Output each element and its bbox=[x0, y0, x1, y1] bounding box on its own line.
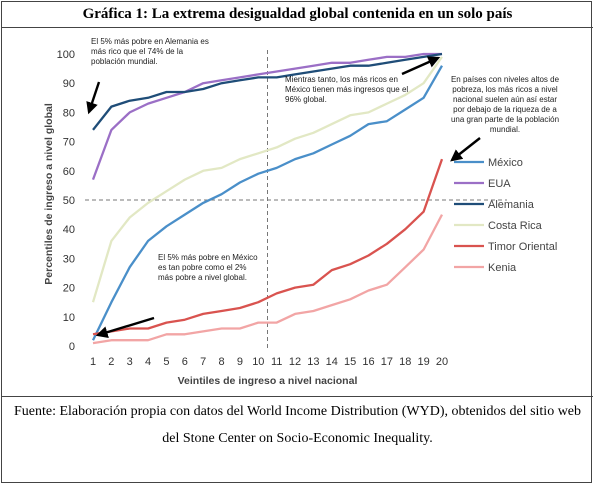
y-axis-label: Percentiles de ingreso a nivel global bbox=[43, 103, 55, 285]
y-tick-label-40: 40 bbox=[63, 224, 75, 236]
x-tick-label-5: 5 bbox=[163, 356, 169, 368]
figure-title: Gráfica 1: La extrema desigualdad global… bbox=[2, 2, 593, 28]
series-line-2 bbox=[92, 52, 443, 131]
y-tick-label-50: 50 bbox=[63, 195, 75, 207]
x-tick-label-3: 3 bbox=[127, 356, 133, 368]
x-tick-label-4: 4 bbox=[145, 356, 151, 368]
arrow-mexico-rich bbox=[401, 56, 441, 76]
y-tick-label-20: 20 bbox=[63, 283, 75, 295]
source-note: Fuente: Elaboración propia con datos del… bbox=[13, 404, 582, 446]
series-line-3 bbox=[91, 56, 443, 303]
legend-label-5: Kenia bbox=[488, 262, 517, 274]
x-tick-label-12: 12 bbox=[289, 356, 301, 368]
arrow-mexico-poor bbox=[95, 316, 155, 338]
y-tick-label-80: 80 bbox=[63, 107, 75, 119]
y-tick-label-100: 100 bbox=[57, 49, 75, 61]
arrow-alemania bbox=[86, 81, 101, 115]
legend-label-4: Timor Oriental bbox=[488, 241, 557, 253]
annotation-poverty: En países con niveles altos de pobreza, l… bbox=[451, 75, 560, 134]
x-tick-label-7: 7 bbox=[200, 356, 206, 368]
legend-label-3: Costa Rica bbox=[488, 220, 543, 232]
x-tick-label-15: 15 bbox=[344, 356, 356, 368]
series-line-0 bbox=[91, 65, 443, 341]
annotation-mexico-poor: El 5% más pobre en México es tan pobre co… bbox=[158, 253, 258, 282]
annotation-mexico-rich: Mientras tanto, los más ricos en México t… bbox=[285, 75, 408, 104]
y-tick-label-60: 60 bbox=[63, 166, 75, 178]
x-tick-label-14: 14 bbox=[326, 356, 338, 368]
x-tick-label-1: 1 bbox=[90, 356, 96, 368]
y-tick-label-0: 0 bbox=[69, 341, 75, 353]
x-tick-label-19: 19 bbox=[418, 356, 430, 368]
legend-label-0: México bbox=[488, 157, 523, 169]
y-tick-label-10: 10 bbox=[63, 312, 75, 324]
y-tick-label-90: 90 bbox=[63, 78, 75, 90]
y-tick-label-70: 70 bbox=[63, 137, 75, 149]
legend-label-2: Alemania bbox=[488, 199, 535, 211]
x-tick-label-13: 13 bbox=[307, 356, 319, 368]
chart-area: 0 10 20 30 40 50 60 70 80 90 100 1 2 3 4 5 6 7 8 9 10 11 12 13 1… bbox=[2, 28, 593, 397]
y-tick-label-30: 30 bbox=[63, 253, 75, 265]
series-line-1 bbox=[91, 52, 442, 180]
x-tick-label-20: 20 bbox=[436, 356, 448, 368]
series-line-5 bbox=[92, 214, 444, 345]
x-tick-label-10: 10 bbox=[252, 356, 264, 368]
x-tick-label-8: 8 bbox=[219, 356, 225, 368]
x-axis-label: Veintiles de ingreso a nivel nacional bbox=[178, 375, 358, 387]
legend-label-1: EUA bbox=[488, 178, 511, 190]
series-line-4 bbox=[92, 158, 444, 336]
annotation-alemania: El 5% más pobre en Alemania es más rico q… bbox=[91, 37, 209, 66]
x-tick-label-16: 16 bbox=[362, 356, 374, 368]
x-tick-label-18: 18 bbox=[399, 356, 411, 368]
x-tick-label-2: 2 bbox=[108, 356, 114, 368]
x-tick-label-17: 17 bbox=[381, 356, 393, 368]
arrow-poverty bbox=[450, 137, 481, 162]
x-tick-label-9: 9 bbox=[237, 356, 243, 368]
x-tick-label-11: 11 bbox=[271, 356, 282, 368]
x-tick-label-6: 6 bbox=[182, 356, 188, 368]
